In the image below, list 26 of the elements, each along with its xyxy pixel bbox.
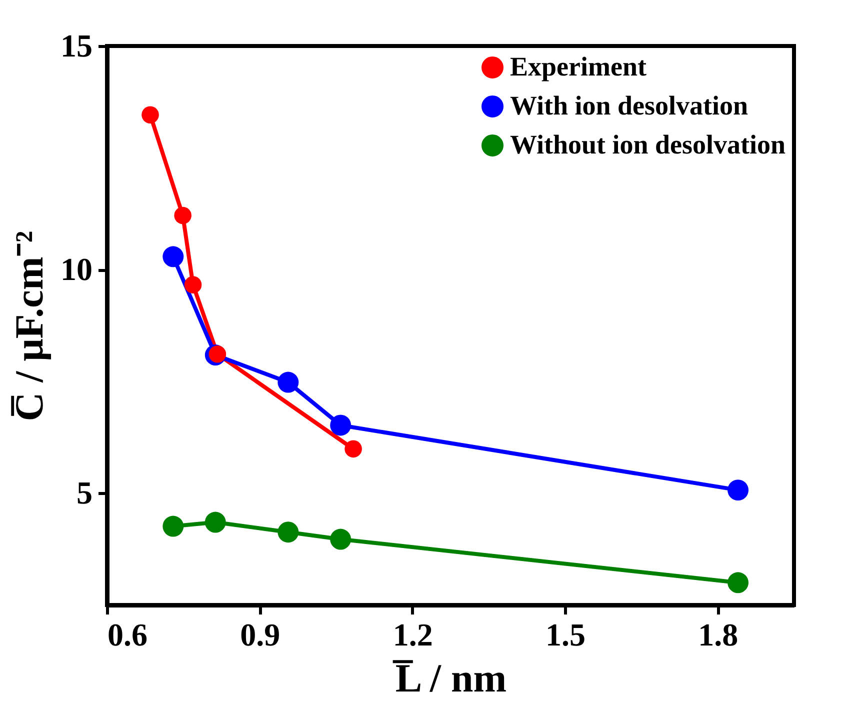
x-tick-label: 1.8: [698, 616, 738, 652]
x-tick-label: 0.6: [108, 616, 148, 652]
point: [330, 414, 352, 436]
x-tick-label: 1.2: [392, 616, 433, 652]
point: [174, 206, 192, 224]
point: [728, 480, 749, 501]
y-tick-label: 10: [60, 251, 92, 288]
legend-label: Experiment: [510, 52, 646, 82]
point: [184, 276, 202, 294]
x-tick-label: 0.9: [240, 616, 280, 652]
legend-label: Without ion desolvation: [510, 130, 786, 160]
y-tick-label: 15: [60, 28, 92, 64]
point: [344, 440, 362, 458]
x-tick-label: 1.5: [546, 616, 586, 652]
legend-label: With ion desolvation: [510, 90, 748, 120]
point: [142, 106, 159, 124]
point: [162, 516, 184, 537]
point: [728, 572, 749, 594]
point: [162, 246, 184, 268]
y-tick-label: 5: [76, 474, 92, 511]
x-axis-title: L̅ / nm: [392, 656, 507, 700]
point: [204, 512, 226, 533]
y-axis-title: C̅ / μF.cm⁻²: [6, 230, 52, 422]
point: [278, 522, 299, 543]
point: [330, 528, 352, 550]
point: [278, 372, 299, 393]
